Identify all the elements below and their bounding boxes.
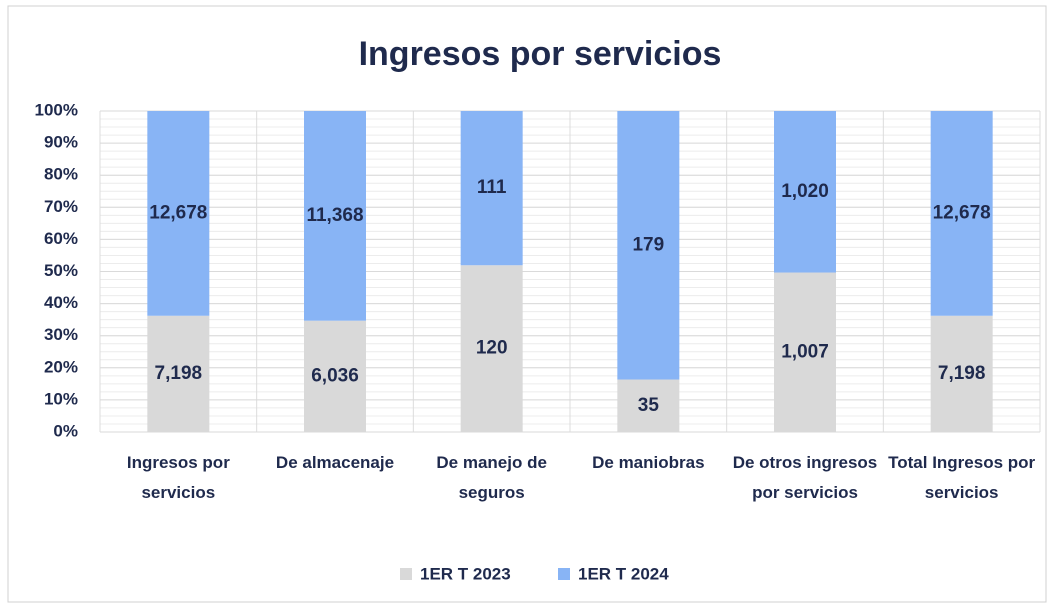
data-label: 11,368 — [306, 205, 363, 226]
data-label: 1,020 — [781, 181, 829, 202]
data-label: 7,198 — [938, 363, 986, 384]
bar-segment — [147, 111, 210, 316]
x-tick-label: De maniobras — [592, 453, 705, 472]
legend-swatch — [558, 568, 570, 580]
y-tick-label: 0% — [53, 421, 78, 440]
data-label: 111 — [477, 177, 507, 198]
y-tick-label: 90% — [44, 133, 78, 152]
data-label: 1,007 — [781, 341, 829, 362]
legend-label: 1ER T 2023 — [420, 564, 511, 583]
y-tick-label: 50% — [44, 261, 78, 280]
y-tick-label: 80% — [44, 165, 78, 184]
data-label: 120 — [476, 338, 508, 359]
legend-swatch — [400, 568, 412, 580]
data-label: 12,678 — [933, 202, 991, 223]
bar-segment — [147, 315, 210, 432]
bar-segment — [460, 111, 523, 266]
y-tick-label: 100% — [35, 100, 78, 119]
data-label: 6,036 — [311, 365, 359, 386]
y-tick-label: 20% — [44, 357, 78, 376]
y-tick-label: 60% — [44, 229, 78, 248]
chart-title: Ingresos por servicios — [359, 35, 722, 73]
bar-segment — [930, 315, 993, 432]
y-tick-label: 40% — [44, 293, 78, 312]
x-tick-label: Ingresos por servicios — [126, 453, 230, 502]
data-label: 179 — [632, 234, 664, 255]
x-tick-label: Total Ingresos por servicios — [888, 453, 1036, 502]
x-tick-label: De manejo de seguros — [436, 453, 547, 502]
bar-segment — [304, 320, 366, 432]
x-tick-label: De almacenaje — [275, 453, 395, 472]
y-tick-label: 30% — [44, 325, 78, 344]
data-label: 7,198 — [155, 363, 203, 384]
bar-segment — [774, 111, 836, 273]
bar-segment — [304, 111, 366, 321]
x-tick-label: De otros ingresos por servicios — [732, 453, 878, 502]
y-tick-label: 70% — [44, 197, 78, 216]
bar-segment — [930, 111, 993, 316]
data-label: 35 — [638, 395, 660, 416]
legend-label: 1ER T 2024 — [578, 564, 669, 583]
y-tick-label: 10% — [44, 389, 78, 408]
data-label: 12,678 — [149, 202, 207, 223]
bar-segment — [460, 265, 523, 432]
bar-segment — [617, 379, 680, 432]
bar-segment — [617, 111, 680, 380]
bar-segment — [774, 272, 836, 432]
